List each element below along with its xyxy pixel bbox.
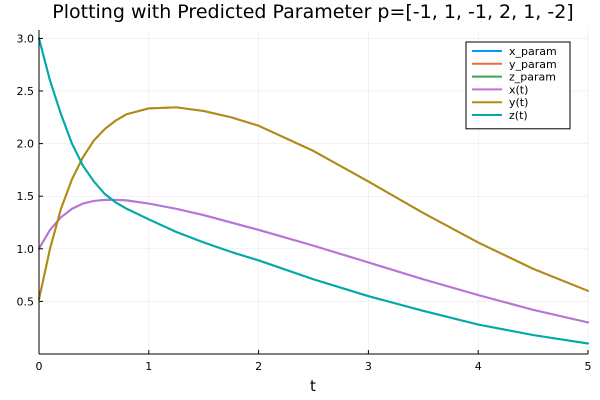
y-tick-label: 1.0 bbox=[17, 243, 35, 256]
series-line-4 bbox=[38, 106, 589, 301]
series-line-3 bbox=[38, 198, 589, 324]
x-tick-label: 0 bbox=[36, 360, 43, 373]
x-tick-label: 5 bbox=[585, 360, 592, 373]
series-line-5 bbox=[38, 37, 589, 345]
y-tick-label: 2.5 bbox=[17, 85, 35, 98]
x-tick-label: 1 bbox=[145, 360, 152, 373]
legend-label: x_param bbox=[509, 45, 557, 58]
chart-title: Plotting with Predicted Parameter p=[-1,… bbox=[52, 1, 573, 23]
series-layer bbox=[38, 37, 589, 345]
y-tick-label: 2.0 bbox=[17, 138, 35, 151]
x-tick-label: 3 bbox=[365, 360, 372, 373]
legend-label: z_param bbox=[509, 71, 556, 84]
y-tick-label: 1.5 bbox=[17, 190, 35, 203]
legend-label: x(t) bbox=[509, 83, 528, 96]
grid bbox=[38, 30, 589, 354]
series-line-0 bbox=[38, 198, 589, 324]
legend-label: z(t) bbox=[509, 109, 528, 122]
legend-label: y_param bbox=[509, 58, 557, 71]
axes: 0 1 2 3 4 5 0.5 1.0 1.5 2.0 2.5 3.0 bbox=[17, 30, 592, 373]
legend-label: y(t) bbox=[509, 96, 528, 109]
x-tick-label: 4 bbox=[475, 360, 482, 373]
x-tick-label: 2 bbox=[255, 360, 262, 373]
series-line-1 bbox=[38, 106, 589, 301]
y-tick-label: 0.5 bbox=[17, 295, 35, 308]
x-axis-label: t bbox=[310, 377, 316, 395]
y-tick-label: 3.0 bbox=[17, 32, 35, 45]
